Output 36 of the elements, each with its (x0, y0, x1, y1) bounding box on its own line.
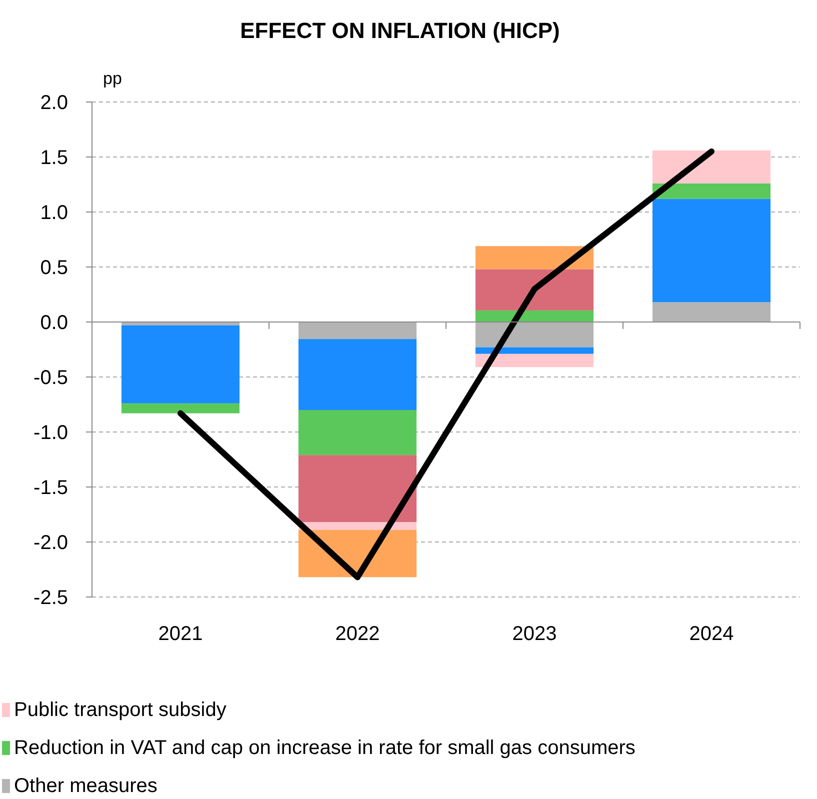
bar (298, 455, 417, 522)
legend-label: Reduction in VAT and cap on increase in rate for small gas consumers (14, 737, 636, 759)
x-tick-label: 2021 (158, 623, 203, 645)
legend-label: Other measures (14, 775, 158, 797)
bar (652, 183, 771, 199)
y-tick-label: 1.0 (40, 202, 68, 224)
bar (475, 354, 594, 368)
x-tick-label: 2022 (335, 623, 380, 645)
y-tick-label: -1.5 (34, 477, 68, 499)
y-tick-label: -2.5 (34, 587, 68, 609)
bar (475, 246, 594, 270)
y-tick-label: 2.0 (40, 92, 68, 114)
legend-label: Public transport subsidy (14, 699, 226, 721)
bar (652, 150, 771, 184)
y-tick-label: -1.0 (34, 422, 68, 444)
bar (652, 198, 771, 302)
bar (121, 403, 240, 414)
bar (298, 322, 417, 340)
bar (121, 322, 240, 326)
y-axis-title: pp (103, 69, 122, 88)
bar (475, 269, 594, 310)
bar (475, 322, 594, 348)
y-tick-label: 0.5 (40, 257, 68, 279)
bar (298, 339, 417, 410)
x-tick-label: 2023 (512, 623, 557, 645)
chart-title: EFFECT ON INFLATION (HICP) (240, 18, 560, 43)
bar (475, 310, 594, 322)
bar (475, 347, 594, 354)
y-tick-label: 0.0 (40, 312, 68, 334)
y-tick-label: -2.0 (34, 532, 68, 554)
bar (121, 325, 240, 404)
bar (298, 410, 417, 456)
y-tick-label: 1.5 (40, 147, 68, 169)
y-tick-label: -0.5 (34, 367, 68, 389)
bar (652, 302, 771, 322)
x-tick-label: 2024 (689, 623, 734, 645)
